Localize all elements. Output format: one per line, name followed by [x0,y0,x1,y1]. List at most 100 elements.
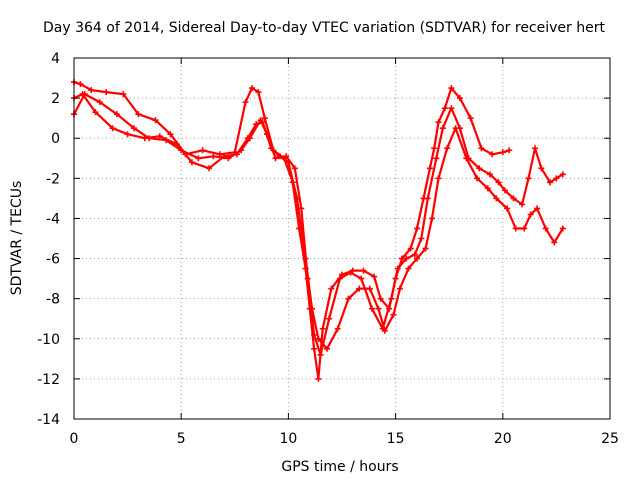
data-point-marker [506,147,513,154]
x-axis-title: GPS time / hours [281,459,398,475]
y-tick-label: -10 [37,332,60,348]
data-point-marker [146,135,153,142]
data-point-marker [195,155,202,162]
data-point-marker [394,265,401,272]
data-point-marker [326,315,333,322]
data-point-marker [495,179,502,186]
data-point-marker [323,345,330,352]
data-point-marker [388,295,395,302]
data-point-marker [167,131,174,138]
data-point-marker [255,89,262,96]
data-point-marker [433,155,440,162]
axis-ticks [73,57,611,420]
data-point-marker [435,119,442,126]
data-point-marker [501,187,508,194]
data-point-marker [525,175,532,182]
data-point-marker [414,225,421,232]
data-point-marker [424,195,431,202]
data-point-marker [551,239,558,246]
data-point-marker [559,225,566,232]
data-point-marker [456,125,463,132]
data-point-marker [263,131,270,138]
data-point-marker [206,165,213,172]
data-point-marker [553,175,560,182]
data-point-marker [431,145,438,152]
data-point-marker [163,137,170,144]
y-tick-label: -4 [46,211,60,227]
data-point-marker [319,325,326,332]
data-point-marker [465,155,472,162]
data-point-marker [531,145,538,152]
series-line [72,92,564,356]
data-point-marker [291,165,298,172]
data-point-marker [559,171,566,178]
data-point-marker [257,117,264,124]
y-tick-label: -14 [37,412,60,428]
y-tick-label: 0 [51,131,60,147]
chart-title: Day 364 of 2014, Sidereal Day-to-day VTE… [43,20,605,36]
y-axis-title: SDTVAR / TECUs [9,181,25,296]
data-point-marker [120,91,127,98]
data-point-marker [225,155,232,162]
data-point-marker [489,151,496,158]
y-tick-label: 2 [51,91,60,107]
data-point-marker [527,211,534,218]
data-point-marker [407,245,414,252]
data-point-marker [512,225,519,232]
series-track-b [71,91,566,352]
data-point-marker [178,147,185,154]
series-track-a [71,79,513,382]
data-point-marker [486,171,493,178]
data-point-marker [418,235,425,242]
data-point-marker [334,325,341,332]
data-point-marker [411,251,418,258]
x-tick-labels: 0 5 10 15 20 25 [70,431,619,447]
data-point-marker [238,147,245,154]
x-tick-label: 0 [70,431,79,447]
data-point-marker [328,285,335,292]
y-tick-label: -6 [46,252,60,268]
data-point-marker [484,185,491,192]
data-point-marker [124,131,131,138]
data-point-marker [405,265,412,272]
data-point-marker [521,225,528,232]
data-point-marker [345,295,352,302]
data-point-marker [444,145,451,152]
data-point-marker [304,275,311,282]
data-point-marker [210,153,217,160]
data-point-marker [246,135,253,142]
y-tick-labels: -14 -12 -10 -8 -6 -4 -2 0 2 4 [37,51,60,428]
data-point-marker [336,275,343,282]
data-point-marker [439,125,446,132]
data-point-marker [542,225,549,232]
data-point-marker [493,195,500,202]
data-point-marker [88,87,95,94]
data-point-marker [135,111,142,118]
data-point-marker [360,267,367,274]
data-point-marker [369,305,376,312]
series-track-c [71,91,566,358]
data-point-marker [347,269,354,276]
data-point-marker [534,205,541,212]
data-point-marker [448,85,455,92]
data-point-marker [510,195,517,202]
data-point-marker [317,351,324,358]
data-point-marker [311,345,318,352]
data-point-marker [403,255,410,262]
data-point-marker [92,109,99,116]
data-point-marker [81,91,88,98]
data-point-marker [261,115,268,122]
data-point-marker [476,165,483,172]
data-point-marker [478,145,485,152]
data-point-marker [504,205,511,212]
y-tick-label: -12 [37,372,60,388]
y-tick-label: -8 [46,292,60,308]
data-point-marker [448,105,455,112]
data-point-marker [456,95,463,102]
data-point-marker [422,245,429,252]
data-point-marker [311,331,318,338]
data-point-marker [156,133,163,140]
data-point-marker [315,375,322,382]
data-point-marker [375,305,382,312]
plot-frame [73,57,611,420]
